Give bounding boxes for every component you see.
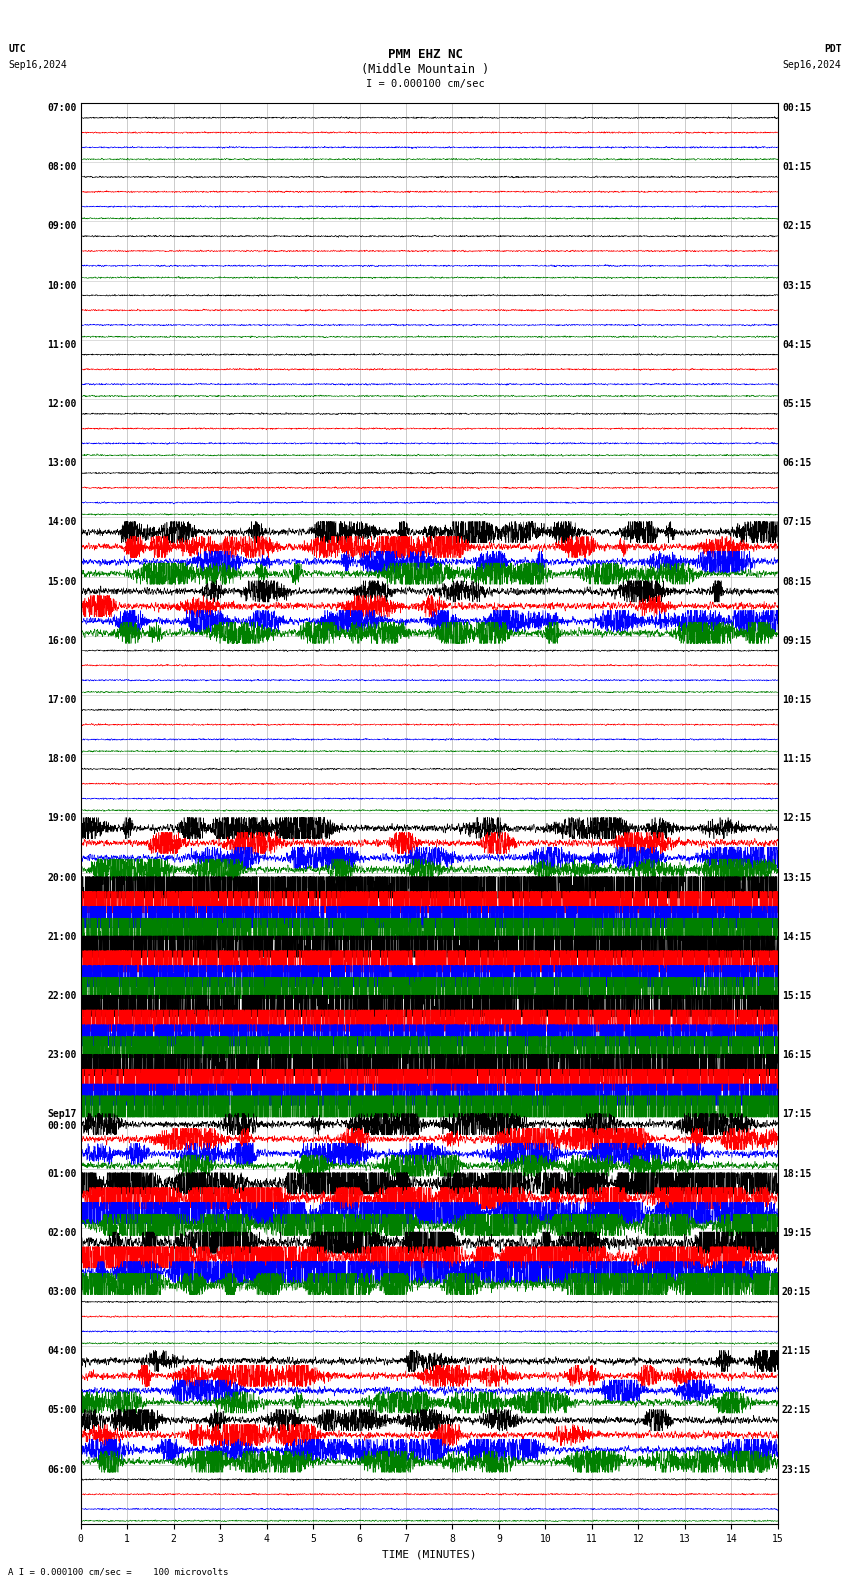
Text: 15:00: 15:00 [47,577,76,586]
Text: 09:15: 09:15 [782,635,812,646]
Text: 02:00: 02:00 [47,1228,76,1237]
Text: 03:00: 03:00 [47,1286,76,1297]
Text: 22:15: 22:15 [782,1405,812,1416]
Text: 16:15: 16:15 [782,1050,812,1060]
Text: 12:00: 12:00 [47,399,76,409]
Text: (Middle Mountain ): (Middle Mountain ) [361,63,489,76]
Text: 17:15: 17:15 [782,1109,812,1120]
Text: Sep17
00:00: Sep17 00:00 [47,1109,76,1131]
Text: 12:15: 12:15 [782,814,812,824]
Text: 05:15: 05:15 [782,399,812,409]
Text: 16:00: 16:00 [47,635,76,646]
Text: 11:15: 11:15 [782,754,812,763]
Text: 22:00: 22:00 [47,992,76,1001]
Text: 00:15: 00:15 [782,103,812,112]
Text: 20:00: 20:00 [47,873,76,882]
Text: UTC: UTC [8,44,26,54]
Text: 05:00: 05:00 [47,1405,76,1416]
Text: 23:15: 23:15 [782,1465,812,1475]
Text: 20:15: 20:15 [782,1286,812,1297]
Text: PDT: PDT [824,44,842,54]
Text: 07:00: 07:00 [47,103,76,112]
Text: 18:15: 18:15 [782,1169,812,1178]
Text: 15:15: 15:15 [782,992,812,1001]
Text: 09:00: 09:00 [47,222,76,231]
Text: A I = 0.000100 cm/sec =    100 microvolts: A I = 0.000100 cm/sec = 100 microvolts [8,1567,229,1576]
X-axis label: TIME (MINUTES): TIME (MINUTES) [382,1549,477,1559]
Text: 08:00: 08:00 [47,162,76,173]
Text: 21:15: 21:15 [782,1346,812,1356]
Text: 07:15: 07:15 [782,518,812,527]
Text: I = 0.000100 cm/sec: I = 0.000100 cm/sec [366,79,484,89]
Text: 04:15: 04:15 [782,339,812,350]
Text: 04:00: 04:00 [47,1346,76,1356]
Text: 01:00: 01:00 [47,1169,76,1178]
Text: 14:00: 14:00 [47,518,76,527]
Text: Sep16,2024: Sep16,2024 [8,60,67,70]
Text: 13:15: 13:15 [782,873,812,882]
Text: 10:00: 10:00 [47,280,76,290]
Text: 14:15: 14:15 [782,931,812,942]
Text: 17:00: 17:00 [47,695,76,705]
Text: 01:15: 01:15 [782,162,812,173]
Text: 03:15: 03:15 [782,280,812,290]
Text: 11:00: 11:00 [47,339,76,350]
Text: 06:15: 06:15 [782,458,812,469]
Text: 19:00: 19:00 [47,814,76,824]
Text: 06:00: 06:00 [47,1465,76,1475]
Text: Sep16,2024: Sep16,2024 [783,60,842,70]
Text: 21:00: 21:00 [47,931,76,942]
Text: 02:15: 02:15 [782,222,812,231]
Text: PMM EHZ NC: PMM EHZ NC [388,48,462,60]
Text: 23:00: 23:00 [47,1050,76,1060]
Text: 13:00: 13:00 [47,458,76,469]
Text: 10:15: 10:15 [782,695,812,705]
Text: 19:15: 19:15 [782,1228,812,1237]
Text: 18:00: 18:00 [47,754,76,763]
Text: 08:15: 08:15 [782,577,812,586]
